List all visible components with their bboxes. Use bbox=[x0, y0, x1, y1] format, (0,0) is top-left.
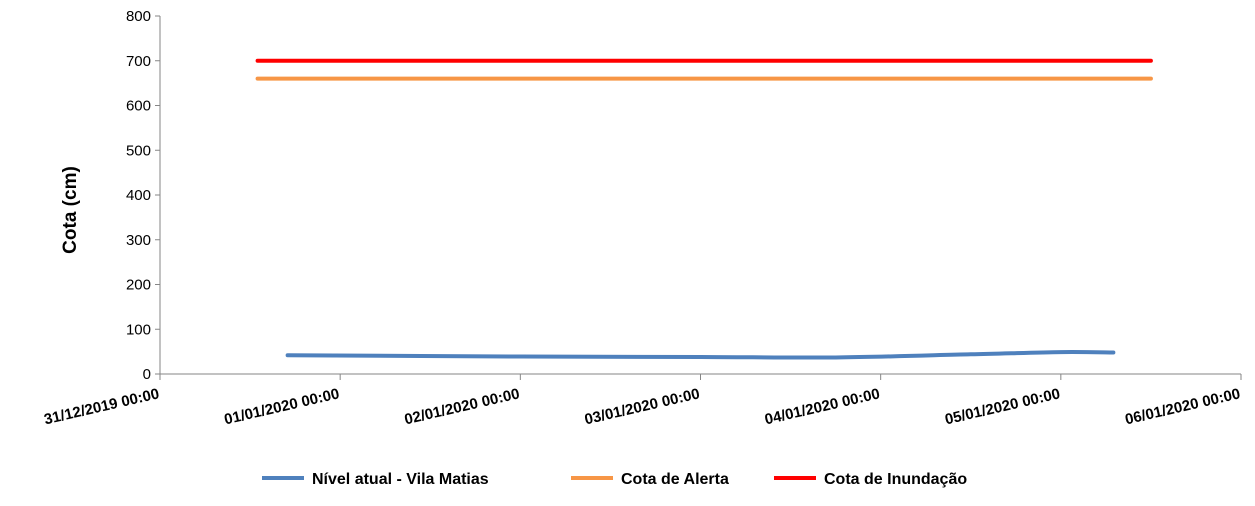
y-tick-label: 100 bbox=[126, 321, 151, 338]
x-tick-label: 31/12/2019 00:00 bbox=[42, 385, 160, 428]
x-tick-label: 05/01/2020 00:00 bbox=[943, 385, 1061, 428]
series-line-0 bbox=[285, 350, 1116, 360]
y-tick-label: 400 bbox=[126, 187, 151, 204]
x-tick-label: 06/01/2020 00:00 bbox=[1123, 385, 1241, 428]
legend-label: Nível atual - Vila Matias bbox=[312, 471, 489, 488]
y-tick-label: 600 bbox=[126, 98, 151, 115]
y-tick-label: 500 bbox=[126, 142, 151, 159]
y-axis-label: Cota (cm) bbox=[60, 166, 81, 254]
y-tick-label: 300 bbox=[126, 232, 151, 249]
y-tick-label: 200 bbox=[126, 277, 151, 294]
y-tick-label: 700 bbox=[126, 53, 151, 70]
plot-area: 0 100 200 300 400 500 600 700 800 31/12/2019 00:0… bbox=[42, 8, 1241, 428]
legend-label: Cota de Inundação bbox=[824, 471, 967, 488]
x-tick-label: 02/01/2020 00:00 bbox=[403, 385, 521, 428]
x-tick-label: 01/01/2020 00:00 bbox=[223, 385, 341, 428]
y-tick-label: 800 bbox=[126, 8, 151, 25]
x-tick-label: 04/01/2020 00:00 bbox=[763, 385, 881, 428]
y-tick-label: 0 bbox=[143, 366, 151, 383]
legend-label: Cota de Alerta bbox=[621, 471, 729, 488]
legend: Nível atual - Vila Matias Cota de Alerta C… bbox=[262, 471, 967, 488]
x-tick-label: 03/01/2020 00:00 bbox=[583, 385, 701, 428]
